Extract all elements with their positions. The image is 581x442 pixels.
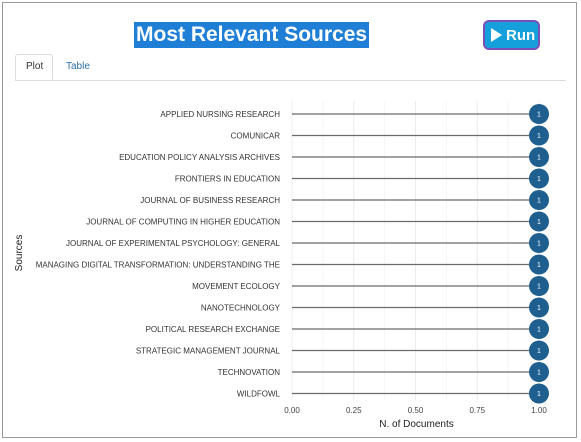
y-tick-label: JOURNAL OF COMPUTING IN HIGHER EDUCATION	[86, 218, 280, 227]
label-layer: 0.00 0.25 0.50 0.75 1.00 APPLIED NURSING RESE…	[36, 110, 548, 415]
point-value-label: 1	[537, 176, 541, 183]
tab-bar: Plot Table	[15, 54, 566, 81]
point-value-label: 1	[537, 327, 541, 334]
point-value-label: 1	[537, 284, 541, 291]
point-value-label: 1	[537, 391, 541, 398]
lollipop-point	[529, 276, 549, 296]
y-tick-label: JOURNAL OF BUSINESS RESEARCH	[140, 196, 280, 205]
y-tick-label: MANAGING DIGITAL TRANSFORMATION: UNDERST…	[36, 261, 280, 270]
point-value-label: 1	[537, 112, 541, 119]
y-tick-label: COMUNICAR	[231, 132, 281, 141]
x-tick-label: 0.25	[346, 406, 362, 415]
lollipop-point	[529, 254, 549, 275]
point-layer: 1 1 1 1 1 1 1 1 1 1 1 1 1 1	[529, 104, 549, 404]
y-tick-label: STRATEGIC MANAGEMENT JOURNAL	[136, 347, 281, 356]
tab-plot[interactable]: Plot	[15, 54, 53, 80]
x-tick-label: 1.00	[531, 406, 547, 415]
run-button[interactable]: Run	[483, 20, 540, 50]
x-axis-title: N. of Documents	[379, 419, 453, 430]
point-value-label: 1	[537, 305, 541, 312]
lollipop-point	[529, 104, 549, 124]
x-tick-label: 0.00	[284, 406, 300, 415]
lollipop-point	[529, 211, 549, 232]
grid-layer	[291, 101, 540, 401]
lollipop-point	[529, 168, 549, 189]
lollipop-point	[529, 125, 549, 146]
lollipop-point	[529, 147, 549, 167]
tab-table[interactable]: Table	[66, 61, 90, 72]
point-value-label: 1	[537, 348, 541, 355]
lollipop-point	[529, 319, 549, 339]
point-value-label: 1	[537, 198, 541, 205]
y-tick-label: WILDFOWL	[237, 390, 281, 399]
point-value-label: 1	[537, 370, 541, 377]
lollipop-point	[529, 362, 549, 382]
point-value-label: 1	[537, 241, 541, 248]
page-title: Most Relevant Sources	[134, 22, 370, 48]
run-button-label: Run	[506, 26, 536, 44]
y-tick-label: MOVEMENT ECOLOGY	[192, 282, 281, 291]
segment-layer	[292, 113, 539, 395]
y-tick-label: APPLIED NURSING RESEARCH	[160, 110, 280, 119]
lollipop-point	[529, 233, 549, 253]
y-tick-label: EDUCATION POLICY ANALYSIS ARCHIVES	[119, 153, 280, 162]
point-value-label: 1	[537, 155, 541, 162]
x-tick-label: 0.75	[469, 406, 485, 415]
x-tick-label: 0.50	[408, 406, 424, 415]
y-tick-label: JOURNAL OF EXPERIMENTAL PSYCHOLOGY: GENE…	[66, 239, 281, 248]
point-value-label: 1	[537, 133, 541, 140]
y-tick-label: TECHNOVATION	[218, 368, 281, 377]
y-tick-label: POLITICAL RESEARCH EXCHANGE	[146, 325, 280, 334]
y-tick-label: NANOTECHNOLOGY	[201, 304, 281, 313]
lollipop-point	[529, 340, 549, 361]
y-tick-label: FRONTIERS IN EDUCATION	[175, 175, 280, 184]
lollipop-point	[529, 297, 549, 318]
play-icon	[491, 28, 502, 42]
point-value-label: 1	[537, 219, 541, 226]
lollipop-point	[529, 190, 549, 210]
point-value-label: 1	[537, 262, 541, 269]
lollipop-point	[529, 383, 549, 404]
y-axis-title: Sources	[14, 235, 25, 272]
lollipop-chart: 1 1 1 1 1 1 1 1 1 1 1 1 1 1 0.00 0.25 0.50 0.75 1.00 APPLI…	[14, 101, 549, 430]
